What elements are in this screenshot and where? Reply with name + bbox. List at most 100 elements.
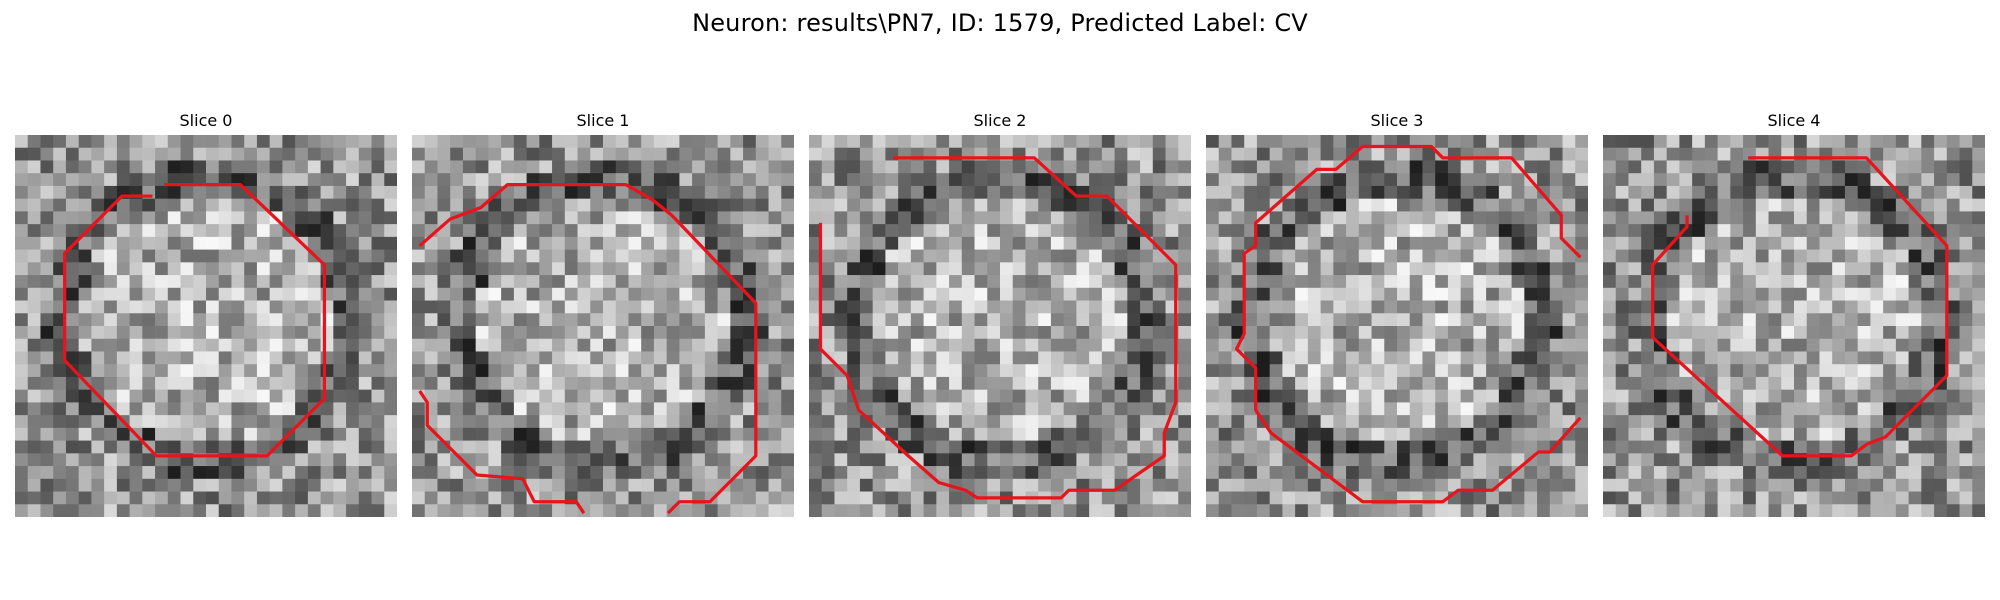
- pixel-cell: [781, 504, 794, 517]
- pixel-cell: [167, 427, 181, 441]
- pixel-cell: [679, 504, 693, 517]
- pixel-cell: [1460, 211, 1474, 225]
- pixel-cell: [424, 376, 438, 391]
- pixel-cell: [1755, 466, 1769, 480]
- pixel-cell: [1603, 135, 1617, 149]
- pixel-cell: [641, 402, 655, 416]
- pixel-cell: [346, 440, 360, 454]
- pixel-cell: [692, 415, 706, 429]
- pixel-cell: [371, 173, 385, 187]
- pixel-cell: [78, 453, 92, 467]
- pixel-cell: [193, 249, 207, 263]
- pixel-cell: [1000, 466, 1014, 480]
- pixel-cell: [218, 427, 232, 441]
- pixel-cell: [1717, 300, 1731, 314]
- pixel-cell: [1717, 440, 1731, 454]
- pixel-cell: [1857, 466, 1871, 480]
- pixel-cell: [1883, 338, 1897, 352]
- pixel-cell: [167, 389, 181, 403]
- pixel-cell: [116, 173, 130, 187]
- pixel-cell: [898, 224, 912, 238]
- pixel-cell: [1320, 326, 1334, 340]
- pixel-cell: [1371, 415, 1385, 429]
- pixel-cell: [91, 402, 105, 416]
- pixel-cell: [333, 224, 347, 238]
- pixel-cell: [15, 453, 29, 467]
- pixel-cell: [821, 275, 835, 289]
- pixel-cell: [462, 338, 477, 352]
- pixel-cell: [1346, 440, 1360, 454]
- pixel-cell: [104, 466, 118, 480]
- pixel-cell: [333, 249, 347, 263]
- pixel-cell: [1832, 249, 1846, 263]
- pixel-cell: [180, 364, 194, 378]
- pixel-cell: [488, 160, 502, 174]
- pixel-cell: [1371, 173, 1385, 187]
- pixel-cell: [1127, 478, 1141, 492]
- pixel-cell: [1524, 338, 1538, 352]
- pixel-cell: [371, 351, 385, 365]
- pixel-cell: [256, 249, 271, 263]
- pixel-cell: [218, 262, 232, 276]
- pixel-cell: [1358, 338, 1372, 352]
- pixel-cell: [809, 376, 823, 391]
- pixel-cell: [116, 453, 130, 467]
- pixel-cell: [1743, 313, 1757, 327]
- pixel-cell: [513, 287, 527, 301]
- pixel-cell: [872, 504, 886, 517]
- pixel-cell: [1000, 287, 1014, 301]
- pixel-cell: [577, 249, 591, 263]
- pixel-cell: [488, 478, 502, 492]
- pixel-cell: [564, 275, 578, 289]
- pixel-cell: [1806, 440, 1820, 454]
- pixel-cell: [1256, 326, 1271, 340]
- pixel-cell: [1768, 364, 1782, 378]
- pixel-cell: [231, 173, 245, 187]
- pixel-cell: [1794, 300, 1808, 314]
- pixel-cell: [1295, 160, 1309, 174]
- pixel-cell: [1908, 491, 1922, 505]
- pixel-cell: [1152, 427, 1166, 441]
- pixel-cell: [1063, 287, 1077, 301]
- pixel-cell: [513, 135, 527, 149]
- pixel-cell: [539, 453, 553, 467]
- pixel-cell: [1870, 275, 1884, 289]
- pixel-cell: [1206, 198, 1220, 212]
- pixel-cell: [615, 338, 629, 352]
- pixel-cell: [180, 249, 194, 263]
- pixel-cell: [1959, 351, 1973, 365]
- pixel-cell: [898, 211, 912, 225]
- pixel-cell: [155, 236, 169, 250]
- pixel-cell: [1641, 326, 1655, 340]
- pixel-cell: [1269, 147, 1283, 161]
- pixel-cell: [1307, 402, 1321, 416]
- pixel-cell: [936, 173, 950, 187]
- pixel-cell: [666, 262, 680, 276]
- pixel-cell: [743, 326, 757, 340]
- pixel-cell: [1883, 300, 1897, 314]
- pixel-cell: [307, 376, 321, 391]
- pixel-cell: [1781, 185, 1795, 200]
- pixel-cell: [412, 160, 426, 174]
- pixel-cell: [1562, 249, 1576, 263]
- pixel-cell: [116, 402, 130, 416]
- pixel-cell: [1934, 504, 1948, 517]
- pixel-cell: [1447, 287, 1462, 301]
- pixel-cell: [91, 466, 105, 480]
- pixel-cell: [1921, 147, 1935, 161]
- pixel-cell: [1653, 389, 1668, 403]
- pixel-cell: [1076, 300, 1090, 314]
- pixel-cell: [1358, 236, 1372, 250]
- pixel-cell: [847, 236, 861, 250]
- pixel-cell: [1447, 440, 1462, 454]
- pixel-cell: [1256, 376, 1271, 391]
- pixel-cell: [679, 389, 693, 403]
- pixel-cell: [437, 185, 451, 200]
- pixel-cell: [898, 287, 912, 301]
- pixel-cell: [717, 300, 731, 314]
- pixel-cell: [1038, 211, 1052, 225]
- pixel-cell: [116, 313, 130, 327]
- pixel-cell: [1244, 427, 1258, 441]
- pixel-cell: [987, 262, 1001, 276]
- pixel-cell: [743, 236, 757, 250]
